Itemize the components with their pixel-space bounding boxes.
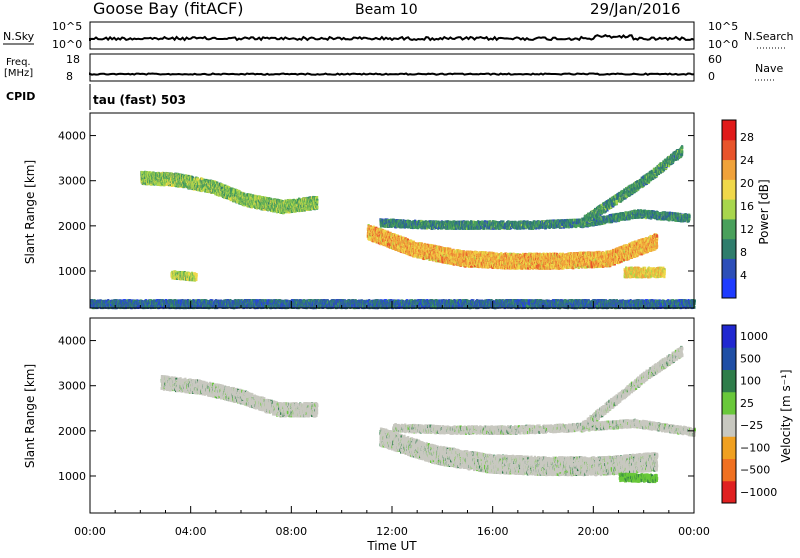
heatmap-cell [298,197,301,201]
power-heatmap-cells [90,145,696,310]
nsearch-tick-bottom: 10^0 [708,38,738,51]
heatmap-cell [214,192,218,195]
heatmap-cell [300,208,303,212]
heatmap-cell [237,197,240,201]
freq-panel: Freq. [MHz] 18 8 Nave 60 0 [4,53,783,83]
heatmap-cell [253,194,256,198]
heatmap-cell [169,182,172,186]
cpid-label: CPID [6,90,35,103]
nsky-label: N.Sky [3,30,35,43]
freq-label-1: Freq. [6,57,31,68]
nave-tick-bottom: 0 [708,70,715,83]
heatmap-cell [207,188,210,192]
heatmap-cell [214,181,218,185]
heatmap-cell [159,183,162,187]
heatmap-cell [316,196,319,199]
heatmap-cell [243,192,246,196]
heatmap-cell [246,195,249,199]
beam-title: Beam 10 [355,2,418,18]
nsearch-label: N.Search [744,30,794,43]
nsearch-tick-top: 10^5 [708,20,738,33]
heatmap-cell [154,181,157,185]
nave-tick-top: 60 [708,53,722,66]
date-title: 29/Jan/2016 [590,0,681,18]
heatmap-cell [307,198,310,202]
nsky-tick-bottom: 10^0 [52,38,82,51]
freq-tick-top: 18 [66,53,80,66]
heatmap-cell [171,184,174,187]
nsky-tick-top: 10^5 [52,20,82,33]
heatmap-cell [221,183,224,187]
heatmap-cell [239,194,242,198]
nsky-line [89,34,695,42]
nsky-panel: N.Sky 10^5 10^0 N.Search 10^5 10^0 [3,20,794,51]
heatmap-cell [234,188,237,192]
nave-label: Nave [755,62,783,75]
heatmap-cell [156,180,159,183]
freq-tick-bottom: 8 [66,70,73,83]
heatmap-cell [216,181,219,185]
station-title: Goose Bay (fitACF) [93,0,243,18]
heatmap-cell [229,195,232,199]
heatmap-cell [316,200,319,204]
heatmap-cell [261,207,264,211]
heatmap-cell [189,175,192,179]
freq-line [89,72,695,76]
heatmap-cell [316,205,319,209]
freq-label-2: [MHz] [4,68,33,79]
heatmap-cell [141,177,145,181]
cpid-value: tau (fast) 503 [93,93,186,107]
heatmap-cell [274,202,278,206]
heatmap-cell [201,178,204,181]
heatmap-cell [307,202,310,205]
heatmap-cell [270,198,273,202]
heatmap-cell [234,191,237,195]
heatmap-cell [227,192,230,195]
heatmap-cell [255,201,258,205]
heatmap-cell [229,197,232,201]
